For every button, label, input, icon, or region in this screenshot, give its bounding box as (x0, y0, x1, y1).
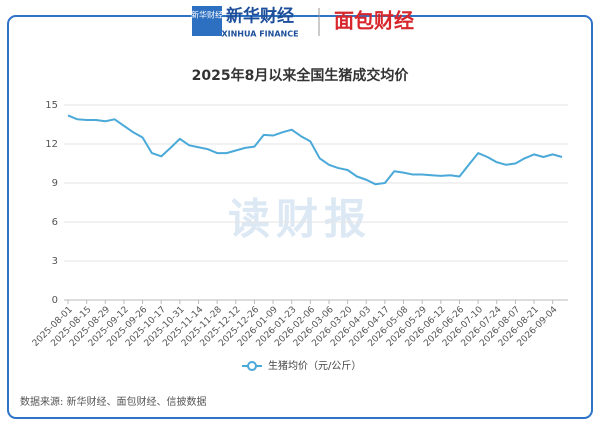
source: 数据来源: 新华财经、面包财经、信披数据 (20, 395, 207, 408)
chart-title: 2025年8月以来全国生猪成交均价 (192, 67, 410, 84)
y-tick-label: 3 (52, 256, 58, 267)
legend-marker (247, 361, 257, 371)
logo-right: 面包财经 (334, 9, 414, 33)
frame (7, 15, 593, 419)
line-series (67, 114, 563, 186)
logo-mark-text: 新华财经 (191, 10, 223, 20)
y-tick-label: 15 (45, 100, 58, 111)
logo-mark (192, 6, 222, 36)
logo-cn: 新华财经 (226, 6, 294, 27)
y-tick-label: 12 (45, 139, 58, 150)
y-tick-label: 0 (52, 295, 58, 306)
logo-en: XINHUA FINANCE (221, 30, 298, 39)
y-tick-label: 6 (52, 217, 58, 228)
watermark: 读财报 (228, 195, 372, 244)
legend-label: 生猪均价（元/公斤） (268, 359, 361, 372)
y-tick-label: 9 (52, 178, 58, 189)
